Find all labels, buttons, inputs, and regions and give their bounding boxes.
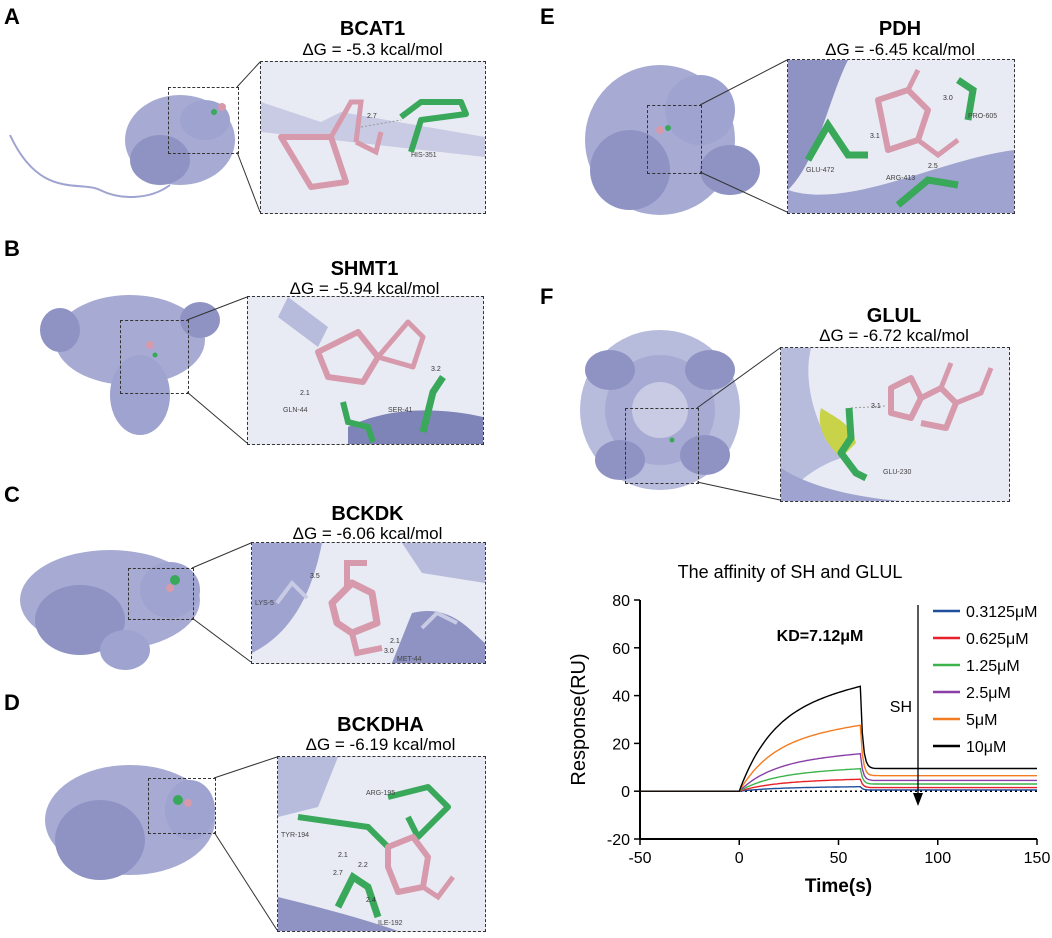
panel-a-zoom-inset: 2.7 HIS-351 — [260, 61, 486, 214]
panel-e-dist-2: 3.0 — [943, 95, 953, 102]
panel-letter-c: C — [4, 482, 20, 507]
panel-e-res-1: GLU-472 — [806, 167, 835, 174]
panel-c-dist-3: 3.0 — [384, 648, 394, 655]
panel-e-dg: ΔG = -6.45 kcal/mol — [825, 40, 975, 59]
panel-e-selection-box — [647, 105, 702, 174]
panel-d-dg: ΔG = -6.19 kcal/mol — [305, 735, 456, 754]
panel-e-dist-1: 3.1 — [870, 133, 880, 140]
panel-f-dg: ΔG = -6.72 kcal/mol — [819, 326, 969, 345]
x-tick-label: -50 — [628, 850, 651, 867]
panel-e-res-2: PRO-605 — [968, 113, 997, 120]
panel-d-zoom-inset: ARG-195 TYR-194 ILE-192 2.1 2.7 2.4 2.2 — [277, 756, 486, 932]
panel-b-res-1: GLN-44 — [283, 407, 308, 414]
x-tick-label: 150 — [1024, 850, 1051, 867]
kd-annotation: KD=7.12μM — [777, 628, 864, 645]
x-tick-label: 50 — [830, 850, 848, 867]
x-axis-label: Time(s) — [805, 876, 872, 897]
panel-f-zoom-inset: 3.1 GLU-230 — [780, 347, 1010, 502]
panel-a-dg: ΔG = -5.3 kcal/mol — [302, 40, 443, 59]
sh-label: SH — [890, 699, 912, 716]
panel-d-title: BCKDHA — [337, 714, 424, 736]
panel-c-dist-2: 2.1 — [390, 638, 400, 645]
panel-d-res-3: ILE-192 — [378, 920, 403, 927]
panel-b-res-2: SER-41 — [388, 407, 413, 414]
panel-e-title: PDH — [878, 18, 922, 40]
panel-b-title: SHMT1 — [330, 258, 399, 280]
panel-letter-d: D — [4, 690, 20, 715]
panel-c-zoom-inset: 3.5 2.1 3.0 LYS-5 MET-44 — [251, 542, 486, 664]
panel-f-selection-box — [625, 408, 699, 484]
y-axis-label: Response(RU) — [568, 653, 590, 785]
series-line-2 — [640, 778, 1037, 792]
panel-c-res-2: MET-44 — [397, 656, 422, 663]
panel-c-title: BCKDK — [331, 503, 404, 525]
legend-label-5: 5μM — [966, 712, 997, 729]
series-line-3 — [640, 767, 1037, 792]
panel-e-dist-3: 2.5 — [928, 163, 938, 170]
panel-d-dist-1: 2.1 — [338, 852, 348, 859]
y-tick-label: -20 — [607, 832, 630, 849]
panel-d-res-2: TYR-194 — [281, 832, 309, 839]
y-tick-label: 0 — [621, 784, 630, 801]
panel-c-dist-1: 3.5 — [310, 573, 320, 580]
x-tick-label: 100 — [924, 850, 951, 867]
panel-c-res-1: LYS-5 — [255, 600, 274, 607]
y-tick-label: 40 — [612, 689, 630, 706]
panel-b-dg: ΔG = -5.94 kcal/mol — [289, 279, 440, 298]
panel-d-dist-2: 2.7 — [333, 870, 343, 877]
panel-a-residue-label: HIS-351 — [411, 152, 437, 159]
panel-d-dist-3: 2.4 — [366, 897, 376, 904]
y-tick-label: 80 — [612, 593, 630, 610]
sh-arrow-head — [913, 793, 923, 806]
series-line-4 — [640, 752, 1037, 792]
panel-e-res-3: ARG-413 — [886, 175, 915, 182]
panel-c-dg: ΔG = -6.06 kcal/mol — [292, 524, 443, 543]
series-line-1 — [640, 786, 1037, 792]
chart-title: The affinity of SH and GLUL — [677, 562, 903, 582]
legend-label-1: 0.3125μM — [966, 604, 1037, 621]
panel-d-res-1: ARG-195 — [366, 790, 395, 797]
panel-b-zoom-inset: 2.1 3.2 GLN-44 SER-41 — [247, 296, 484, 445]
series-line-5 — [640, 724, 1037, 792]
legend-label-3: 1.25μM — [966, 658, 1020, 675]
panel-c-selection-box — [128, 568, 194, 620]
panel-f-title: GLUL — [866, 305, 922, 327]
x-tick-label: 0 — [735, 850, 744, 867]
panel-f-res-label: GLU-230 — [883, 469, 912, 476]
panel-b-dist-1: 2.1 — [300, 390, 310, 397]
series-line-6 — [640, 685, 1037, 792]
legend-label-4: 2.5μM — [966, 685, 1011, 702]
panel-a-title: BCAT1 — [339, 18, 406, 40]
panel-d-selection-box — [148, 778, 216, 834]
legend-label-2: 0.625μM — [966, 631, 1029, 648]
panel-b-selection-box — [120, 320, 189, 394]
panel-a-selection-box — [168, 87, 239, 154]
panel-letter-f: F — [540, 284, 554, 309]
panel-letter-a: A — [4, 4, 20, 29]
panel-b-dist-2: 3.2 — [431, 366, 441, 373]
y-tick-label: 20 — [612, 736, 630, 753]
panel-a-dist-label: 2.7 — [367, 113, 377, 120]
panel-d-dist-4: 2.2 — [358, 862, 368, 869]
panel-letter-e: E — [540, 4, 555, 29]
legend-label-6: 10μM — [966, 739, 1006, 756]
y-tick-label: 60 — [612, 641, 630, 658]
panel-f-dist-label: 3.1 — [871, 403, 881, 410]
panel-e-zoom-inset: 3.1 3.0 2.5 GLU-472 PRO-605 ARG-413 — [787, 59, 1015, 214]
panel-letter-b: B — [4, 236, 20, 261]
